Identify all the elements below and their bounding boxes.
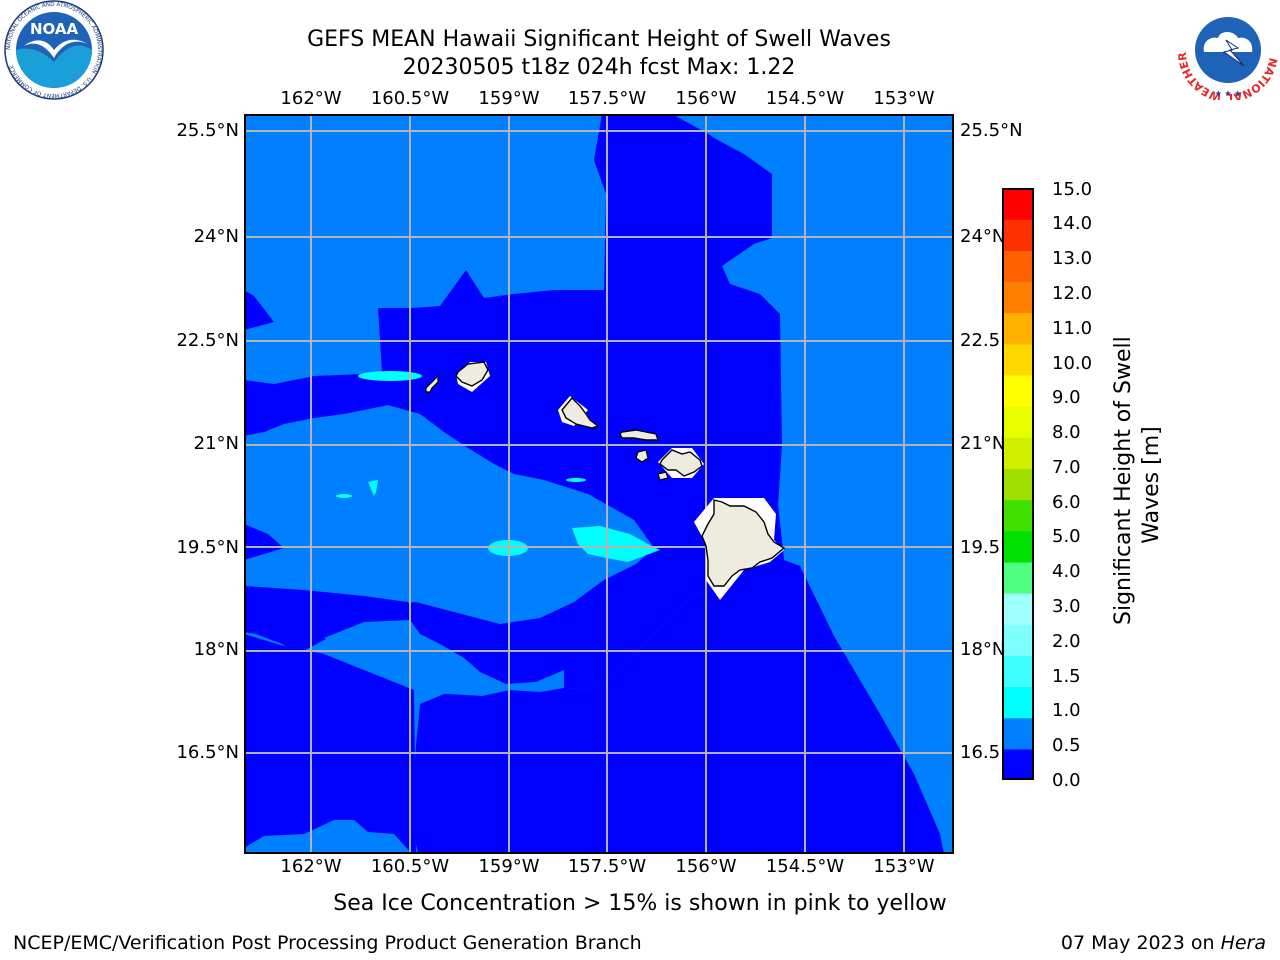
- map-plot-area: [244, 114, 954, 854]
- footer-credit: NCEP/EMC/Verification Post Processing Pr…: [13, 932, 642, 954]
- island-hawaii: [701, 499, 786, 587]
- colorbar-swatch: [1002, 717, 1034, 750]
- colorbar-label-line1: Significant Height of Swell: [1111, 336, 1136, 625]
- colorbar-swatch: [1002, 748, 1034, 781]
- colorbar-swatch: [1002, 468, 1034, 501]
- lon-label-top-154.5w: 154.5°W: [765, 88, 845, 109]
- lat-label-left-22.5n: 22.5°N: [176, 330, 239, 351]
- sea-ice-note-text: Sea Ice Concentration > 15% is shown in …: [333, 891, 947, 916]
- lat-label-right-16.5n: 16.5: [960, 742, 1001, 763]
- colorbar-tick-4.0: 4.0: [1052, 561, 1081, 582]
- chart-title-line2: 20230505 t18z 024h fcst Max: 1.22: [402, 55, 796, 80]
- lon-label-bottom-160.5w: 160.5°W: [370, 856, 450, 877]
- colorbar-swatch: [1002, 530, 1034, 563]
- colorbar-swatch: [1002, 499, 1034, 532]
- colorbar-tick-14.0: 14.0: [1052, 213, 1093, 234]
- colorbar-tick-3.0: 3.0: [1052, 596, 1081, 617]
- colorbar-tick-6.0: 6.0: [1052, 492, 1081, 513]
- colorbar-swatch: [1002, 219, 1034, 251]
- colorbar-tick-13.0: 13.0: [1052, 248, 1093, 269]
- lon-label-top-162w: 162°W: [280, 88, 342, 109]
- island-niihau: [425, 374, 439, 393]
- colorbar-tick-0.0: 0.0: [1052, 770, 1081, 791]
- lat-label-right-19.5n: 19.5: [960, 537, 1001, 558]
- colorbar-tick-0.5: 0.5: [1052, 735, 1081, 756]
- colorbar-swatch: [1002, 188, 1034, 220]
- lat-label-right-24n: 24°N: [960, 226, 1006, 247]
- island-lanai: [635, 449, 649, 463]
- colorbar-label-line2: Waves [m]: [1139, 426, 1164, 544]
- lat-label-left-25.5n: 25.5°N: [176, 120, 239, 141]
- sea-ice-note: Sea Ice Concentration > 15% is shown in …: [0, 891, 1280, 917]
- colorbar-swatch: [1002, 655, 1034, 688]
- lon-label-top-153w: 153°W: [873, 88, 935, 109]
- lon-label-bottom-154.5w: 154.5°W: [765, 856, 845, 877]
- lon-label-top-160.5w: 160.5°W: [370, 88, 450, 109]
- colorbar-tick-9.0: 9.0: [1052, 387, 1081, 408]
- island-kauai: [455, 361, 489, 387]
- footer-machine: Hera: [1220, 932, 1266, 954]
- noaa-logo-text: NOAA: [30, 20, 79, 38]
- chart-title-line1: GEFS MEAN Hawaii Significant Height of S…: [307, 27, 891, 52]
- colorbar: [1002, 188, 1034, 781]
- island-molokai: [619, 429, 659, 441]
- swell-band-1.0-1.5-a: [358, 371, 422, 381]
- colorbar-tick-1.0: 1.0: [1052, 700, 1081, 721]
- colorbar-swatch: [1002, 593, 1034, 625]
- colorbar-swatch: [1002, 624, 1034, 656]
- map-gridlines: [244, 114, 954, 854]
- island-oahu: [561, 396, 600, 429]
- swell-band-0-0.5-south: [410, 444, 944, 854]
- lon-label-bottom-159w: 159°W: [478, 856, 540, 877]
- colorbar-frame: [1002, 188, 1034, 780]
- footer-date-text: 07 May 2023 on: [1060, 932, 1221, 954]
- colorbar-swatch: [1002, 281, 1034, 314]
- lat-label-right-18n: 18°N: [960, 639, 1006, 660]
- lon-label-bottom-156w: 156°W: [675, 856, 737, 877]
- swell-band-0-0.5-west: [244, 372, 444, 436]
- colorbar-tick-15.0: 15.0: [1052, 179, 1093, 200]
- colorbar-tick-10.0: 10.0: [1052, 353, 1093, 374]
- lon-label-top-156w: 156°W: [675, 88, 737, 109]
- hawaiian-islands: [425, 361, 786, 600]
- lat-label-right-21n: 21°N: [960, 433, 1006, 454]
- colorbar-swatch: [1002, 343, 1034, 376]
- colorbar-swatch: [1002, 312, 1034, 345]
- lat-label-left-24n: 24°N: [193, 226, 239, 247]
- lat-label-right-22.5n: 22.5: [960, 330, 1001, 351]
- colorbar-tick-12.0: 12.0: [1052, 283, 1093, 304]
- lon-label-bottom-153w: 153°W: [873, 856, 935, 877]
- lat-label-left-19.5n: 19.5°N: [176, 537, 239, 558]
- colorbar-tick-8.0: 8.0: [1052, 422, 1081, 443]
- colorbar-swatch: [1002, 406, 1034, 438]
- colorbar-swatches: [1002, 188, 1034, 781]
- lat-label-left-21n: 21°N: [193, 433, 239, 454]
- colorbar-label: Significant Height of Swell Waves [m]: [1110, 336, 1166, 625]
- colorbar-swatch: [1002, 250, 1034, 283]
- colorbar-swatch: [1002, 374, 1034, 407]
- footer-date: 07 May 2023 on Hera: [1061, 932, 1266, 954]
- island-maui: [659, 449, 703, 477]
- colorbar-tick-11.0: 11.0: [1052, 318, 1093, 339]
- colorbar-swatch: [1002, 561, 1034, 594]
- swell-band-1.0-1.5-c: [572, 526, 660, 562]
- noaa-logo: NOAA NATIONAL OCEANIC AND ATMOSPHERIC AD…: [2, 0, 106, 100]
- colorbar-tick-7.0: 7.0: [1052, 457, 1081, 478]
- colorbar-tick-1.5: 1.5: [1052, 666, 1081, 687]
- nws-stars: ★ ★ ★: [1215, 89, 1242, 98]
- lon-label-top-159w: 159°W: [478, 88, 540, 109]
- nws-logo: NATIONAL WEATHER SERVICE ★ ★ ★: [1172, 0, 1280, 104]
- colorbar-swatch: [1002, 437, 1034, 470]
- lat-label-left-16.5n: 16.5°N: [176, 742, 239, 763]
- lon-label-top-157.5w: 157.5°W: [567, 88, 647, 109]
- lon-label-bottom-157.5w: 157.5°W: [567, 856, 647, 877]
- colorbar-swatch: [1002, 686, 1034, 719]
- lon-label-bottom-162w: 162°W: [280, 856, 342, 877]
- swell-height-map: [244, 114, 954, 854]
- lat-label-left-18n: 18°N: [193, 639, 239, 660]
- map-frame: [244, 114, 954, 854]
- colorbar-tick-5.0: 5.0: [1052, 526, 1081, 547]
- lat-label-right-25.5n: 25.5°N: [960, 120, 1023, 141]
- colorbar-tick-2.0: 2.0: [1052, 631, 1081, 652]
